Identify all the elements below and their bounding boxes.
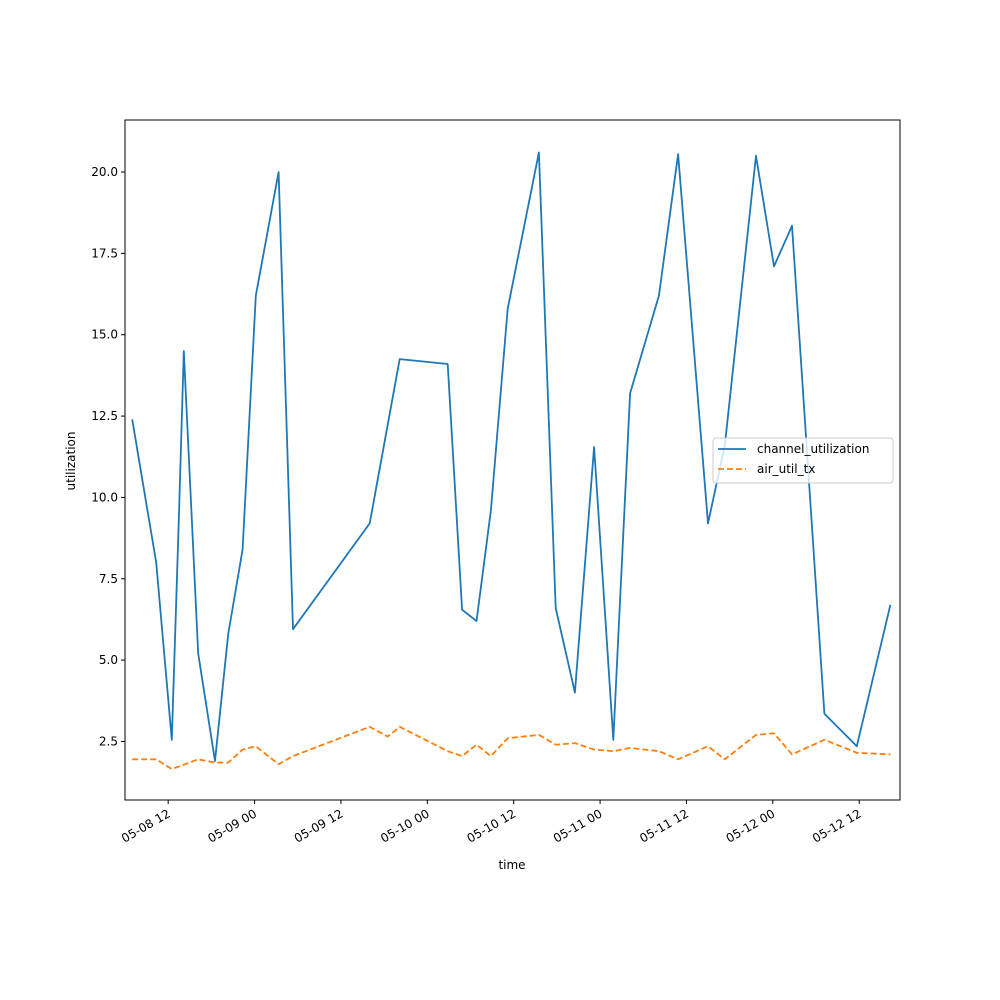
- legend: channel_utilization air_util_tx: [712, 437, 894, 484]
- y-axis-label: utilization: [64, 432, 78, 491]
- y-tick-label: 7.5: [99, 572, 118, 586]
- y-tick-label: 2.5: [99, 734, 118, 748]
- legend-label: air_util_tx: [757, 462, 815, 476]
- y-tick-label: 12.5: [91, 409, 118, 423]
- series-line-air-util-tx: [132, 725, 891, 770]
- legend-label: channel_utilization: [757, 442, 869, 456]
- series-line-channel-utilization: [131, 151, 892, 762]
- y-axis-ticks: 2.5 5.0 7.5 10.0 12.5 15.0 17.5 20.0: [91, 165, 125, 748]
- y-tick-label: 20.0: [91, 165, 118, 179]
- legend-box: [712, 437, 894, 484]
- y-tick-label: 5.0: [99, 653, 118, 667]
- x-axis-label: time: [498, 858, 525, 872]
- y-tick-label: 15.0: [91, 328, 118, 342]
- series-layer: [131, 151, 892, 770]
- plot-frame: [124, 119, 901, 801]
- y-tick-label: 17.5: [91, 246, 118, 260]
- y-tick-label: 10.0: [91, 490, 118, 504]
